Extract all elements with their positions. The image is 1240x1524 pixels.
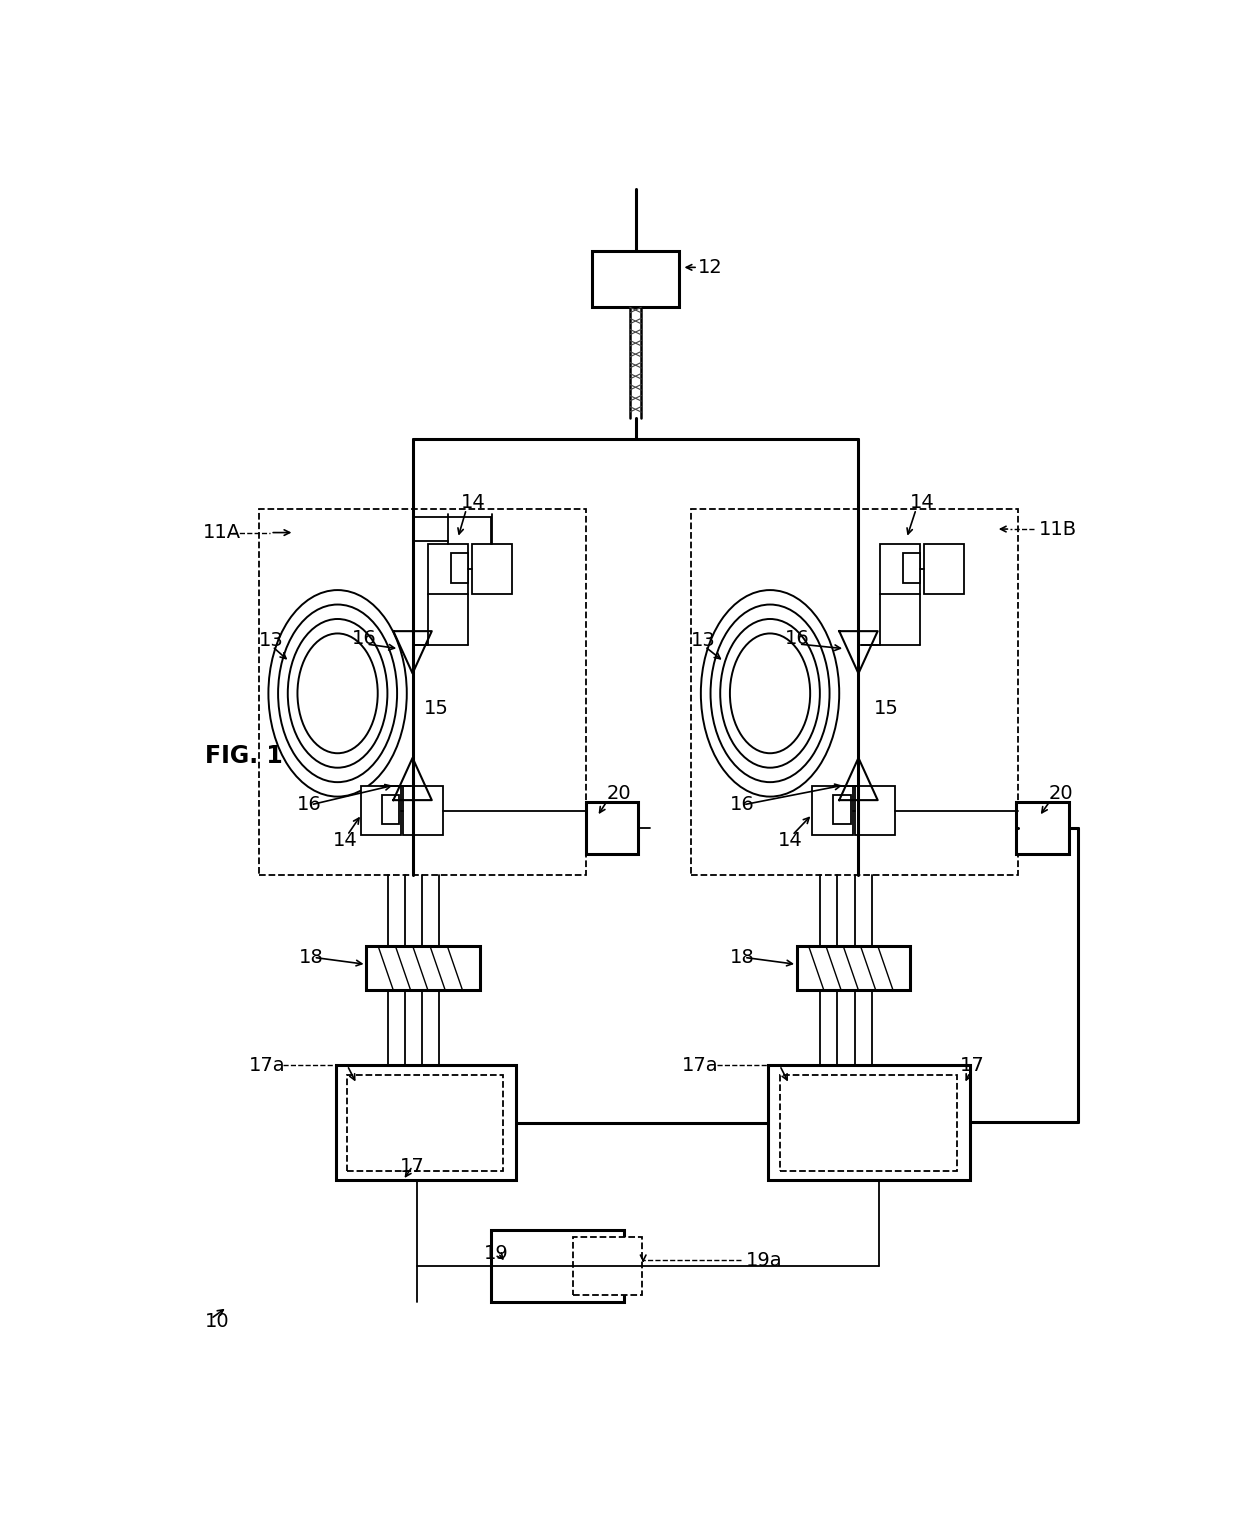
Bar <box>593 251 678 308</box>
Text: 14: 14 <box>909 492 934 512</box>
Text: 13: 13 <box>259 631 284 651</box>
Bar <box>382 796 399 823</box>
Text: 17a: 17a <box>249 1056 285 1074</box>
Text: 14: 14 <box>460 492 485 512</box>
Text: 20: 20 <box>1049 783 1074 803</box>
Bar <box>347 1074 503 1170</box>
Bar <box>451 553 469 584</box>
Text: 16: 16 <box>785 629 810 648</box>
Bar <box>903 553 920 584</box>
Text: 14: 14 <box>777 831 802 849</box>
Bar <box>472 544 512 593</box>
Bar <box>812 786 853 835</box>
Text: 16: 16 <box>729 796 754 814</box>
Bar <box>924 544 965 593</box>
Bar <box>491 1230 624 1303</box>
Text: 19a: 19a <box>746 1251 782 1269</box>
Bar <box>585 803 639 853</box>
Text: 16: 16 <box>298 796 322 814</box>
Text: 19: 19 <box>484 1244 508 1262</box>
Bar <box>691 509 1018 875</box>
Bar <box>403 786 444 835</box>
Text: 16: 16 <box>352 629 377 648</box>
Text: 17: 17 <box>960 1056 985 1074</box>
Text: 12: 12 <box>698 258 723 277</box>
Text: 11A: 11A <box>203 523 241 543</box>
Bar <box>367 945 480 991</box>
Text: 11B: 11B <box>1039 520 1078 538</box>
Bar <box>573 1236 642 1295</box>
Text: 15: 15 <box>874 700 899 718</box>
Text: FIG. 1: FIG. 1 <box>205 744 283 768</box>
Bar <box>768 1065 970 1180</box>
Text: 20: 20 <box>606 783 631 803</box>
Bar <box>428 544 469 593</box>
Text: 14: 14 <box>332 831 357 849</box>
Text: 17: 17 <box>401 1157 425 1175</box>
Text: 18: 18 <box>299 948 324 966</box>
Bar <box>780 1074 957 1170</box>
Bar <box>854 786 895 835</box>
Text: 17a: 17a <box>682 1056 718 1074</box>
Text: 13: 13 <box>691 631 715 651</box>
Bar <box>336 1065 516 1180</box>
Text: 15: 15 <box>424 700 449 718</box>
Bar <box>833 796 851 823</box>
Bar <box>259 509 585 875</box>
Bar <box>361 786 401 835</box>
Bar <box>1016 803 1069 853</box>
Bar <box>879 544 920 593</box>
Text: 18: 18 <box>729 948 754 966</box>
Bar <box>797 945 910 991</box>
Text: 10: 10 <box>205 1312 229 1330</box>
